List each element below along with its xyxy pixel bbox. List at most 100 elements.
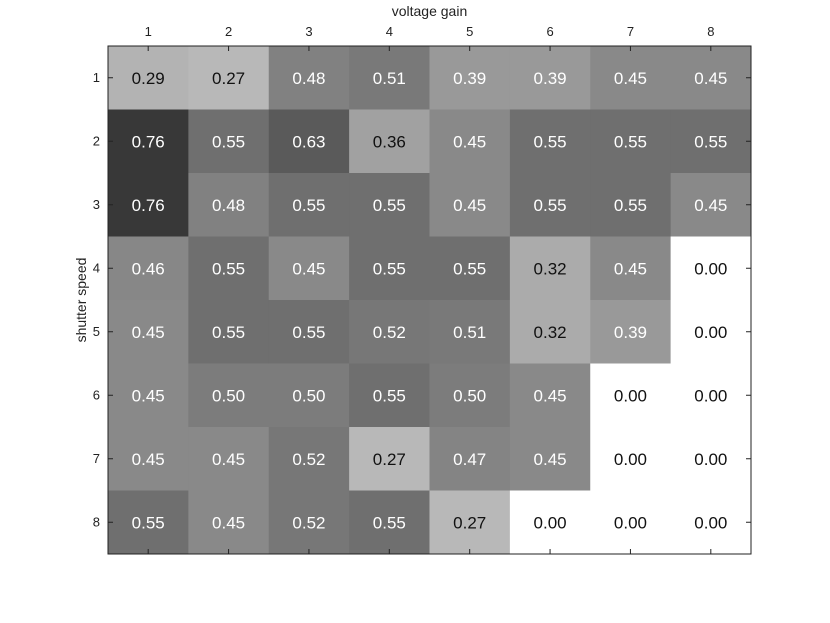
x-axis-ticks: 1 2 3 4 5 6 7 8 (145, 24, 714, 554)
heatmap-cell-r4-c5 (429, 236, 511, 301)
heatmap-cell-r8-c8 (670, 490, 752, 555)
heatmap-cell-r2-c1 (108, 109, 189, 174)
cell-value-label-r2-c4: 0.36 (373, 132, 406, 151)
y-tick-label-4: 4 (93, 260, 100, 275)
heatmap-cell-r4-c1 (108, 236, 189, 301)
heatmap-cell-r4-c4 (349, 236, 430, 301)
heatmap-cell-r3-c8 (670, 173, 752, 237)
cell-value-label-r6-c1: 0.45 (132, 386, 165, 405)
x-tick-label-3: 3 (305, 24, 312, 39)
cell-value-label-r5-c2: 0.55 (212, 323, 245, 342)
cell-value-label-r2-c6: 0.55 (534, 132, 567, 151)
heatmap-cell-r3-c7 (590, 173, 672, 237)
y-tick-label-2: 2 (93, 133, 100, 148)
cell-value-label-r8-c2: 0.45 (212, 513, 245, 532)
heatmap-cell-r2-c8 (670, 109, 752, 174)
y-tick-label-7: 7 (93, 451, 100, 466)
heatmap-cell-r2-c2 (188, 109, 270, 174)
heatmap-cells (108, 46, 752, 555)
cell-value-label-r3-c2: 0.48 (212, 196, 245, 215)
cell-value-label-r7-c7: 0.00 (614, 450, 647, 469)
heatmap-cell-r8-c3 (268, 490, 350, 555)
heatmap-cell-r1-c6 (509, 46, 591, 110)
heatmap-cell-r5-c6 (509, 300, 591, 364)
cell-value-label-r4-c4: 0.55 (373, 259, 406, 278)
cell-value-label-r6-c4: 0.55 (373, 386, 406, 405)
cell-value-label-r4-c5: 0.55 (453, 259, 486, 278)
heatmap-cell-r7-c5 (429, 427, 511, 491)
heatmap-cell-r7-c6 (509, 427, 591, 491)
cell-value-label-r7-c8: 0.00 (694, 450, 727, 469)
heatmap-cell-r2-c6 (509, 109, 591, 174)
cell-value-label-r2-c2: 0.55 (212, 132, 245, 151)
cell-value-label-r1-c7: 0.45 (614, 69, 647, 88)
y-tick-label-8: 8 (93, 514, 100, 529)
cell-value-label-r7-c4: 0.27 (373, 450, 406, 469)
cell-value-label-r8-c3: 0.52 (292, 513, 325, 532)
cell-value-label-r3-c3: 0.55 (292, 196, 325, 215)
heatmap-cell-labels: 0.29 0.27 0.48 0.51 0.39 0.39 0.45 0.45 0.76 0.55… (132, 69, 728, 533)
cell-value-label-r8-c4: 0.55 (373, 513, 406, 532)
cell-value-label-r4-c3: 0.45 (292, 259, 325, 278)
heatmap-cell-r6-c3 (268, 363, 350, 428)
cell-value-label-r7-c6: 0.45 (534, 450, 567, 469)
cell-value-label-r5-c7: 0.39 (614, 323, 647, 342)
heatmap-cell-r3-c5 (429, 173, 511, 237)
heatmap-cell-r5-c3 (268, 300, 350, 364)
heatmap-cell-r1-c7 (590, 46, 672, 110)
heatmap-cell-r5-c5 (429, 300, 511, 364)
heatmap-cell-r5-c7 (590, 300, 672, 364)
cell-value-label-r7-c5: 0.47 (453, 450, 486, 469)
cell-value-label-r4-c6: 0.32 (534, 259, 567, 278)
heatmap-cell-r6-c8 (670, 363, 752, 428)
cell-value-label-r8-c1: 0.55 (132, 513, 165, 532)
cell-value-label-r3-c4: 0.55 (373, 196, 406, 215)
heatmap-cell-r7-c2 (188, 427, 270, 491)
heatmap-cell-r7-c4 (349, 427, 430, 491)
heatmap-cell-r3-c4 (349, 173, 430, 237)
heatmap-cell-r5-c8 (670, 300, 752, 364)
cell-value-label-r3-c5: 0.45 (453, 196, 486, 215)
cell-value-label-r4-c1: 0.46 (132, 259, 165, 278)
heatmap-cell-r1-c2 (188, 46, 270, 110)
heatmap-cell-r6-c1 (108, 363, 189, 428)
heatmap-cell-r4-c6 (509, 236, 591, 301)
y-tick-label-5: 5 (93, 324, 100, 339)
cell-value-label-r3-c1: 0.76 (132, 196, 165, 215)
heatmap-cell-r6-c4 (349, 363, 430, 428)
heatmap-cell-r2-c7 (590, 109, 672, 174)
cell-value-label-r2-c5: 0.45 (453, 132, 486, 151)
heatmap-cell-r4-c7 (590, 236, 672, 301)
cell-value-label-r5-c8: 0.00 (694, 323, 727, 342)
heatmap-cell-r1-c1 (108, 46, 189, 110)
plot-frame (107, 45, 752, 555)
heatmap-cell-r3-c3 (268, 173, 350, 237)
heatmap-cell-r8-c4 (349, 490, 430, 555)
x-axis-label: voltage gain (392, 3, 468, 19)
cell-value-label-r1-c6: 0.39 (534, 69, 567, 88)
heatmap-cell-r2-c5 (429, 109, 511, 174)
y-tick-label-6: 6 (93, 387, 100, 402)
heatmap-cell-r2-c4 (349, 109, 430, 174)
x-tick-label-2: 2 (225, 24, 232, 39)
heatmap-cell-r4-c8 (670, 236, 752, 301)
heatmap-cell-r8-c5 (429, 490, 511, 555)
heatmap-cell-r3-c6 (509, 173, 591, 237)
cell-value-label-r3-c6: 0.55 (534, 196, 567, 215)
cell-value-label-r5-c4: 0.52 (373, 323, 406, 342)
x-tick-label-4: 4 (386, 24, 393, 39)
heatmap-cell-r6-c5 (429, 363, 511, 428)
heatmap-cell-r4-c2 (188, 236, 270, 301)
cell-value-label-r1-c3: 0.48 (292, 69, 325, 88)
cell-value-label-r6-c5: 0.50 (453, 386, 486, 405)
cell-value-label-r1-c5: 0.39 (453, 69, 486, 88)
cell-value-label-r1-c4: 0.51 (373, 69, 406, 88)
cell-value-label-r4-c8: 0.00 (694, 259, 727, 278)
x-tick-label-6: 6 (546, 24, 553, 39)
heatmap-cell-r6-c6 (509, 363, 591, 428)
y-axis-ticks: 1 2 3 4 5 6 7 8 (93, 70, 751, 529)
cell-value-label-r3-c7: 0.55 (614, 196, 647, 215)
heatmap-cell-r3-c1 (108, 173, 189, 237)
cell-value-label-r8-c5: 0.27 (453, 513, 486, 532)
cell-value-label-r2-c3: 0.63 (292, 132, 325, 151)
